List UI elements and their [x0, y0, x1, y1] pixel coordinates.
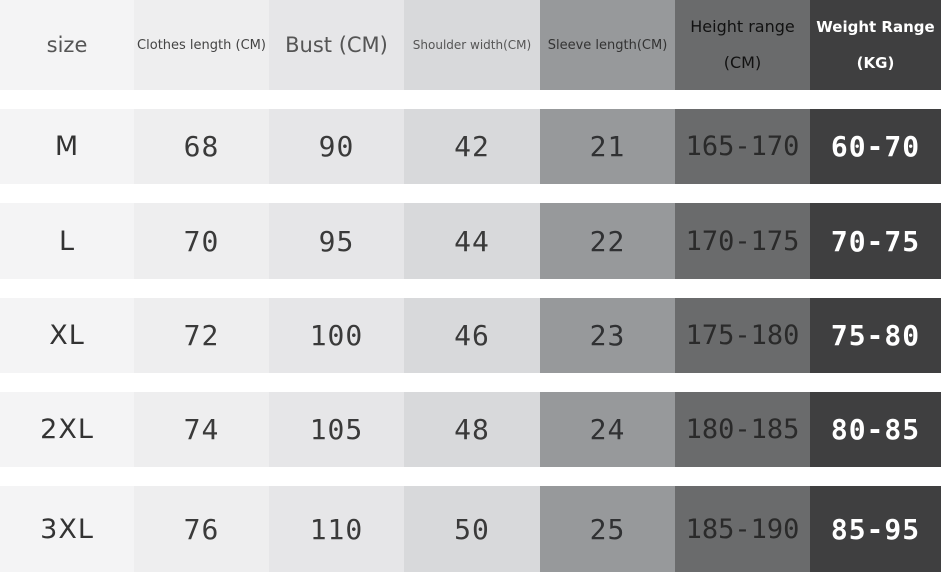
cell-bust: 100: [269, 298, 404, 373]
table-row: 3XL 76 110 50 25 185-190 85-95: [0, 486, 941, 572]
cell-height-range: 165-170: [675, 109, 810, 184]
cell-bust: 105: [269, 392, 404, 467]
header-sleeve-length: Sleeve length(CM): [540, 0, 675, 90]
header-weight-range-label: Weight Range: [816, 18, 935, 36]
cell-size: M: [0, 109, 134, 184]
cell-shoulder-width: 46: [404, 298, 540, 373]
table-row: L 70 95 44 22 170-175 70-75: [0, 203, 941, 279]
cell-shoulder-width: 48: [404, 392, 540, 467]
cell-height-range: 170-175: [675, 203, 810, 279]
header-height-range-unit: (CM): [723, 53, 762, 72]
header-bust: Bust (CM): [269, 0, 404, 90]
cell-sleeve-length: 24: [540, 392, 675, 467]
cell-clothes-length: 76: [134, 486, 269, 572]
cell-size: 3XL: [0, 486, 134, 572]
table-row: 2XL 74 105 48 24 180-185 80-85: [0, 392, 941, 467]
header-size: size: [0, 0, 134, 90]
cell-clothes-length: 68: [134, 109, 269, 184]
cell-shoulder-width: 42: [404, 109, 540, 184]
cell-weight-range: 75-80: [810, 298, 941, 373]
cell-sleeve-length: 23: [540, 298, 675, 373]
cell-size: L: [0, 203, 134, 279]
cell-height-range: 175-180: [675, 298, 810, 373]
table-row: M 68 90 42 21 165-170 60-70: [0, 109, 941, 184]
header-shoulder-width: Shoulder width(CM): [404, 0, 540, 90]
cell-bust: 95: [269, 203, 404, 279]
cell-weight-range: 70-75: [810, 203, 941, 279]
cell-shoulder-width: 44: [404, 203, 540, 279]
header-clothes-length: Clothes length (CM): [134, 0, 269, 90]
cell-size: 2XL: [0, 392, 134, 467]
header-weight-range: Weight Range (KG): [810, 0, 941, 90]
cell-clothes-length: 72: [134, 298, 269, 373]
cell-weight-range: 80-85: [810, 392, 941, 467]
header-weight-range-unit: (KG): [856, 54, 895, 72]
cell-clothes-length: 70: [134, 203, 269, 279]
header-height-range-label: Height range: [690, 17, 795, 36]
cell-clothes-length: 74: [134, 392, 269, 467]
cell-height-range: 185-190: [675, 486, 810, 572]
table-row: XL 72 100 46 23 175-180 75-80: [0, 298, 941, 373]
header-height-range: Height range (CM): [675, 0, 810, 90]
cell-bust: 110: [269, 486, 404, 572]
cell-bust: 90: [269, 109, 404, 184]
cell-weight-range: 85-95: [810, 486, 941, 572]
cell-height-range: 180-185: [675, 392, 810, 467]
cell-sleeve-length: 25: [540, 486, 675, 572]
cell-weight-range: 60-70: [810, 109, 941, 184]
cell-size: XL: [0, 298, 134, 373]
cell-shoulder-width: 50: [404, 486, 540, 572]
cell-sleeve-length: 22: [540, 203, 675, 279]
cell-sleeve-length: 21: [540, 109, 675, 184]
header-row: size Clothes length (CM) Bust (CM) Shoul…: [0, 0, 941, 90]
